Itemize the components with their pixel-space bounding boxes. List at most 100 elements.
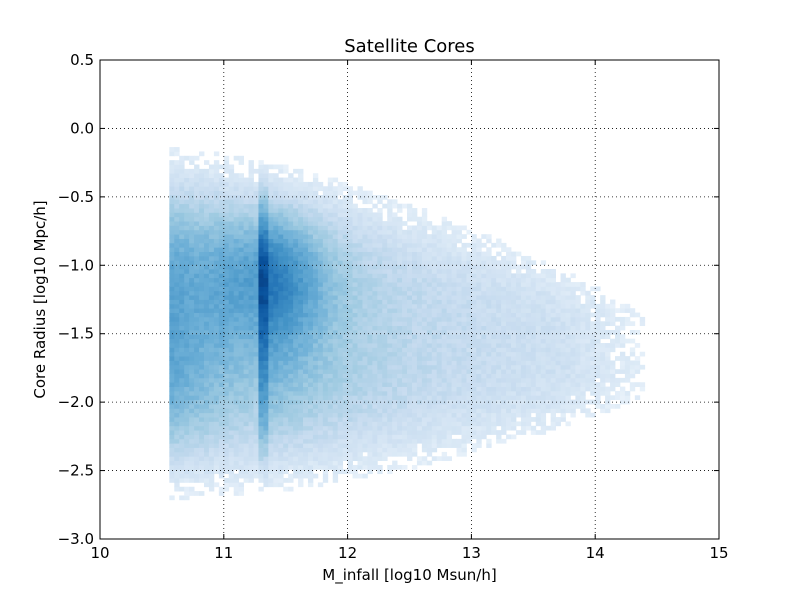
heatmap-cell — [407, 369, 413, 374]
heatmap-cell — [421, 456, 428, 462]
heatmap-cell — [258, 412, 264, 418]
heatmap-cell — [233, 343, 240, 348]
heatmap-cell — [486, 386, 492, 392]
heatmap-cell — [288, 430, 294, 435]
heatmap-cell — [213, 229, 220, 235]
heatmap-cell — [426, 421, 433, 427]
heatmap-cell — [218, 286, 225, 292]
heatmap-cell — [377, 425, 383, 431]
heatmap-cell — [238, 412, 245, 418]
heatmap-cell — [273, 299, 279, 305]
heatmap-cell — [585, 295, 591, 300]
heatmap-cell — [179, 360, 185, 366]
heatmap-cell — [189, 438, 195, 444]
heatmap-cell — [268, 334, 274, 340]
heatmap-cell — [570, 273, 576, 279]
heatmap-cell — [451, 395, 457, 401]
heatmap-cell — [347, 216, 353, 222]
heatmap-cell — [476, 360, 482, 366]
heatmap-cell — [288, 234, 294, 239]
heatmap-cell — [402, 238, 408, 244]
heatmap-cell — [377, 225, 383, 231]
heatmap-cell — [258, 212, 264, 218]
heatmap-cell — [491, 369, 497, 374]
heatmap-cell — [322, 290, 329, 296]
heatmap-cell — [397, 377, 403, 383]
heatmap-cell — [278, 447, 284, 453]
heatmap-cell — [431, 347, 438, 353]
heatmap-cell — [307, 356, 314, 361]
heatmap-cell — [223, 255, 230, 261]
heatmap-cell — [179, 242, 185, 248]
heatmap-cell — [179, 321, 185, 327]
heatmap-cell — [174, 151, 180, 157]
heatmap-cell — [491, 377, 497, 383]
heatmap-cell — [189, 325, 195, 331]
heatmap-cell — [461, 447, 467, 453]
heatmap-cell — [397, 399, 403, 405]
heatmap-cell — [392, 321, 398, 327]
heatmap-cell — [169, 234, 175, 239]
heatmap-cell — [322, 282, 329, 287]
heatmap-cell — [466, 321, 472, 327]
heatmap-cell — [179, 399, 185, 405]
heatmap-cell — [184, 473, 190, 479]
heatmap-cell — [268, 347, 274, 353]
heatmap-cell — [426, 321, 433, 327]
heatmap-cell — [392, 216, 398, 222]
heatmap-cell — [199, 312, 205, 318]
heatmap-cell — [347, 438, 353, 444]
heatmap-cell — [283, 208, 289, 213]
heatmap-cell — [228, 399, 235, 405]
heatmap-cell — [377, 373, 383, 379]
heatmap-cell — [303, 356, 309, 361]
heatmap-cell — [481, 404, 487, 409]
heatmap-cell — [421, 408, 428, 414]
heatmap-cell — [520, 303, 527, 309]
heatmap-cell — [456, 303, 462, 309]
heatmap-cell — [243, 299, 249, 305]
heatmap-cell — [441, 334, 448, 340]
heatmap-cell — [352, 360, 358, 366]
heatmap-cell — [501, 404, 507, 409]
heatmap-cell — [317, 451, 324, 457]
heatmap-cell — [199, 491, 205, 496]
heatmap-cell — [367, 382, 373, 387]
heatmap-cell — [511, 408, 517, 414]
heatmap-cell — [253, 356, 259, 361]
heatmap-cell — [377, 386, 383, 392]
heatmap-cell — [174, 229, 180, 235]
heatmap-cell — [322, 390, 329, 396]
heatmap-cell — [476, 434, 482, 440]
heatmap-cell — [258, 173, 264, 178]
heatmap-cell — [288, 190, 294, 196]
heatmap-cell — [362, 460, 368, 466]
heatmap-cell — [451, 430, 457, 435]
heatmap-cell — [407, 321, 413, 327]
heatmap-cell — [303, 208, 309, 213]
heatmap-cell — [238, 382, 245, 387]
heatmap-cell — [218, 221, 225, 226]
heatmap-cell — [278, 351, 284, 357]
heatmap-cell — [194, 290, 200, 296]
heatmap-cell — [426, 260, 433, 266]
heatmap-cell — [174, 194, 180, 200]
heatmap-cell — [298, 343, 304, 348]
heatmap-cell — [278, 438, 284, 444]
heatmap-cell — [540, 329, 547, 335]
heatmap-cell — [575, 286, 581, 292]
heatmap-cell — [278, 221, 284, 226]
heatmap-cell — [397, 395, 403, 401]
heatmap-cell — [223, 334, 230, 340]
heatmap-cell — [372, 430, 378, 435]
heatmap-cell — [530, 425, 537, 431]
heatmap-cell — [189, 390, 195, 396]
heatmap-cell — [421, 412, 428, 418]
heatmap-cell — [293, 181, 299, 187]
heatmap-cell — [248, 343, 254, 348]
heatmap-cell — [203, 312, 210, 318]
heatmap-cell — [253, 242, 259, 248]
heatmap-cell — [298, 369, 304, 374]
heatmap-cell — [382, 273, 388, 279]
heatmap-cell — [293, 299, 299, 305]
